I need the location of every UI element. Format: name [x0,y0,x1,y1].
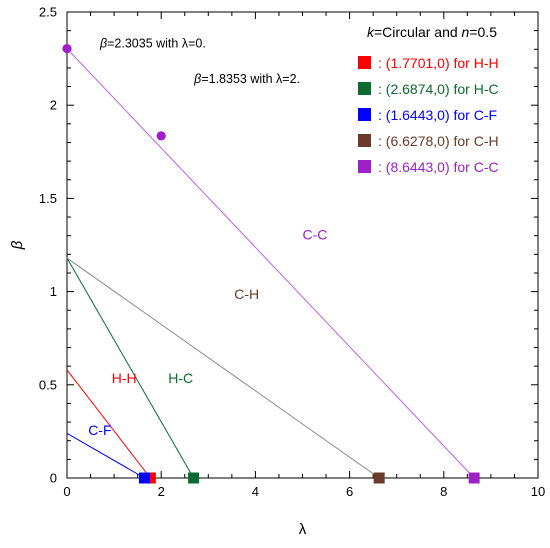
x-tick-label: 10 [531,484,545,499]
x-tick-label: 2 [158,484,165,499]
marker-h-h [144,472,156,484]
y-tick-label: 1.5 [39,191,57,206]
x-tick-label: 8 [440,484,447,499]
x-tick-label: 0 [63,484,70,499]
line-c-c [66,48,475,479]
y-tick-label: 0.5 [39,377,57,392]
y-tick-label: 0 [50,471,57,486]
curve-label-h-h: H-H [112,370,137,386]
legend-k-symbol: k [367,24,375,40]
legend-entry-c-f: : (1.6443,0) for C-F [378,107,497,123]
line-h-h [66,369,151,479]
series-markers [138,472,480,484]
marker-h-c [188,472,200,484]
line-c-h [66,257,380,479]
curve-label-c-h: C-H [234,286,259,302]
curve-labels: H-H H-C C-F C-H C-C [88,226,327,438]
y-tick-label: 2.5 [39,5,57,20]
annotations: β=2.3035 with λ=0.β=1.8353 with λ=2. [62,36,300,141]
annotation-symbol: β [99,36,107,50]
annotated-point [62,44,72,54]
y-axis-label: β [9,240,26,250]
legend-entry-h-c: : (2.6874,0) for H-C [378,81,499,97]
x-axis-label: λ [299,521,307,538]
y-tick-label: 1 [50,284,57,299]
x-tick-label: 6 [346,484,353,499]
annotation-text: =2.3035 with λ=0. [107,36,206,50]
curve-label-c-f: C-F [88,422,111,438]
marker-c-h [373,472,385,484]
annotation-label: β=2.3035 with λ=0. [99,36,206,50]
marker-c-f [138,472,150,484]
legend-swatch-c-c [358,160,371,173]
legend-swatch-h-h [358,56,371,69]
line-c-f [66,432,145,479]
legend-swatch-c-h [358,134,371,147]
annotation-text: =1.8353 with λ=2. [201,72,300,86]
annotation-label: β=1.8353 with λ=2. [193,72,300,86]
legend-swatch-h-c [358,82,371,95]
line-h-c [66,257,195,479]
annotated-point [156,131,166,141]
legend-entry-h-h: : (1.7701,0) for H-H [378,55,499,71]
legend: k=Circular and n=0.5 : (1.7701,0) for H-H… [358,24,499,175]
y-tick-label: 2 [50,98,57,113]
x-tick-label: 4 [252,484,259,499]
legend-title: k=Circular and n=0.5 [367,24,497,40]
axes: 0 2 4 6 8 10 0 0.5 1 1.5 2 2.5 λ β [9,5,545,539]
legend-n-symbol: n [462,24,470,40]
curve-label-h-c: H-C [168,370,193,386]
legend-swatch-c-f [358,108,371,121]
annotation-symbol: β [193,72,201,86]
legend-k-text: =Circular and [374,24,462,40]
legend-n-text: =0.5 [469,24,497,40]
curve-label-c-c: C-C [303,226,328,242]
marker-c-c [468,472,480,484]
legend-entry-c-c: : (8.6443,0) for C-C [378,159,499,175]
legend-entry-c-h: : (6.6278,0) for C-H [378,133,499,149]
series-lines [66,48,475,479]
